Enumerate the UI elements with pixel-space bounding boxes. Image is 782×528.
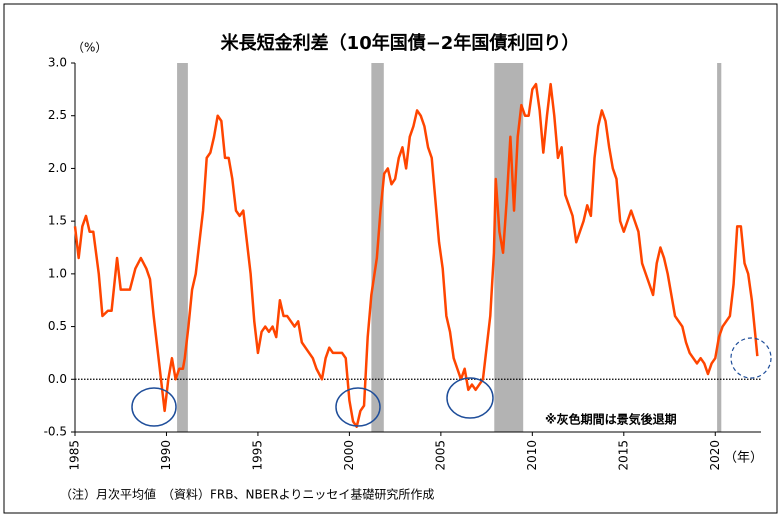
chart-title: 米長短金利差（10年国債−2年国債利回り） <box>221 32 580 54</box>
x-axis-label: （年） <box>724 451 763 466</box>
y-tick-label: 2.5 <box>48 108 67 122</box>
x-tick-label: 2010 <box>525 440 539 471</box>
y-axis-label: （%） <box>72 41 107 55</box>
y-tick-label: 2.0 <box>48 161 67 175</box>
y-tick-label: 1.5 <box>48 214 67 228</box>
x-tick-label: 2005 <box>433 440 447 471</box>
highlight-circle <box>446 377 494 419</box>
y-tick-label: 0.0 <box>48 372 67 386</box>
y-tick-label: 3.0 <box>48 56 67 70</box>
x-tick-label: 2015 <box>616 440 630 471</box>
x-tick-label: 1990 <box>159 440 173 471</box>
x-tick-label: 1995 <box>250 440 264 471</box>
highlight-circle <box>131 387 177 427</box>
highlight-circle <box>335 387 381 427</box>
x-tick-label: 2020 <box>708 440 722 471</box>
line-series <box>73 82 759 428</box>
x-tick-label: 2000 <box>342 440 356 471</box>
recession-band <box>717 63 722 432</box>
chart-border <box>3 3 778 514</box>
annotation: ※灰色期間は景気後退期 <box>545 412 677 427</box>
y-tick-label: 0.5 <box>48 319 67 333</box>
highlight-circle <box>730 337 772 379</box>
recession-band <box>177 63 188 432</box>
series <box>73 82 759 428</box>
y-tick-label: 1.0 <box>48 266 67 280</box>
footnote: （注）月次平均値 （資料）FRB、NBERよりニッセイ基礎研究所作成 <box>60 487 434 502</box>
y-tick-label: -0.5 <box>44 425 67 439</box>
x-tick-label: 1985 <box>68 440 82 471</box>
